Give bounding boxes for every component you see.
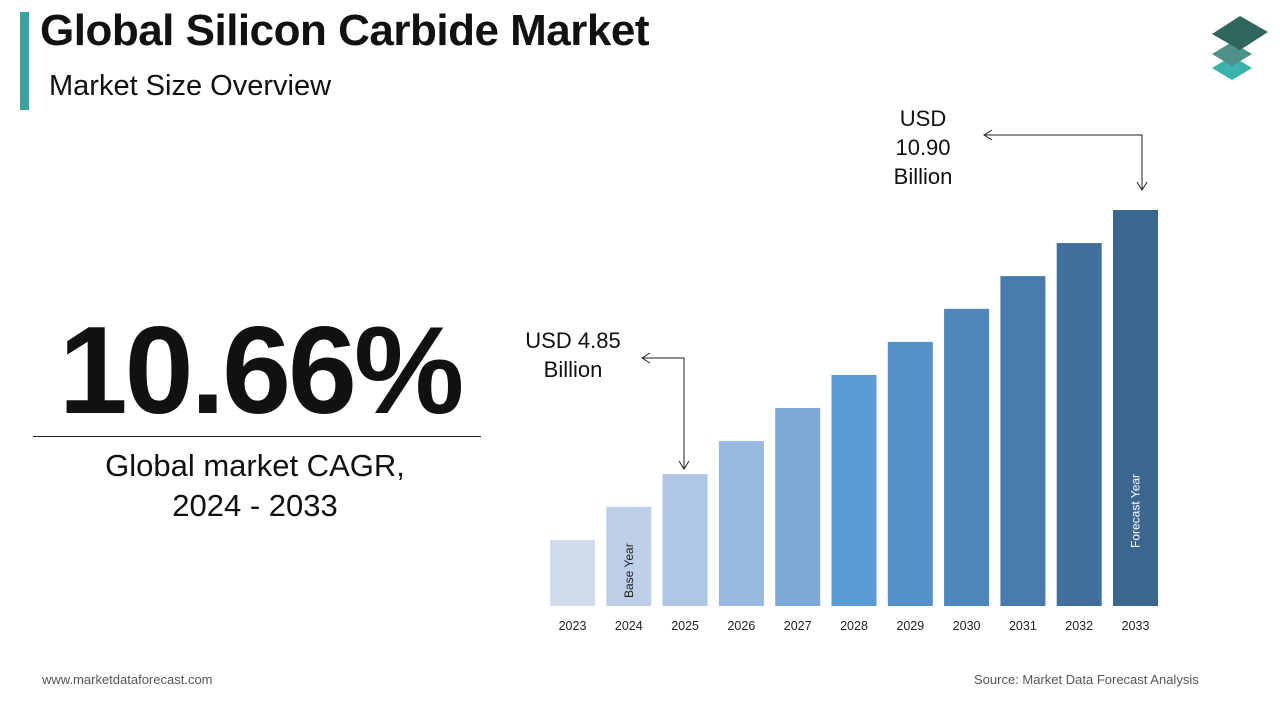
stacked-layers-icon (1212, 16, 1268, 80)
source-note: Source: Market Data Forecast Analysis (974, 672, 1199, 687)
cagr-label-line2: 2024 - 2033 (172, 488, 338, 523)
end-arrow-line (984, 134, 1143, 190)
cagr-value: 10.66% (58, 302, 465, 440)
x-tick-label-2033: 2033 (1122, 619, 1150, 633)
start-arrow-head-down (678, 460, 690, 470)
page-subtitle: Market Size Overview (49, 70, 332, 102)
x-tick-label-2032: 2032 (1065, 619, 1093, 633)
end-annotation-line1: USD (899, 106, 947, 131)
start-annotation-line1: USD 4.85 (525, 328, 621, 353)
divider (33, 436, 481, 437)
bar-2028 (831, 374, 877, 606)
page-title: Global Silicon Carbide Market (40, 6, 649, 55)
bar-2024 (606, 506, 652, 606)
start-annotation-line2: Billion (543, 357, 603, 382)
title-accent-bar (20, 12, 29, 110)
end-arrow-head-left (983, 129, 993, 141)
annotation-arrows (641, 129, 1148, 470)
bar-2031 (1000, 276, 1046, 606)
end-value-annotation: USD 10.90 Billion (873, 104, 973, 191)
website-link[interactable]: www.marketdataforecast.com (42, 672, 213, 687)
bar-2033 (1113, 210, 1158, 606)
bar-2029 (887, 341, 933, 606)
bar-2023 (550, 539, 595, 606)
cagr-label: Global market CAGR, 2024 - 2033 (30, 446, 480, 526)
x-tick-label-2028: 2028 (840, 619, 868, 633)
start-value-annotation: USD 4.85 Billion (513, 326, 633, 384)
bar-label-2033: Forecast Year (1129, 474, 1143, 548)
start-arrow-head-left (641, 352, 651, 364)
start-arrow-line (642, 357, 685, 469)
bar-2025 (662, 474, 708, 606)
end-annotation-line3: Billion (893, 164, 953, 189)
x-tick-label-2027: 2027 (784, 619, 812, 633)
end-arrow-head-down (1136, 181, 1148, 191)
bar-label-2024: Base Year (622, 543, 636, 598)
bar-2027 (775, 408, 821, 606)
end-annotation-line2: 10.90 (895, 135, 951, 160)
x-tick-label-2029: 2029 (896, 619, 924, 633)
cagr-label-line1: Global market CAGR, (105, 448, 405, 483)
x-tick-label-2026: 2026 (727, 619, 755, 633)
x-tick-label-2023: 2023 (559, 619, 587, 633)
x-tick-label-2031: 2031 (1009, 619, 1037, 633)
x-tick-label-2024: 2024 (615, 619, 643, 633)
bar-2032 (1056, 243, 1102, 606)
x-tick-label-2025: 2025 (671, 619, 699, 633)
bar-2026 (718, 441, 764, 606)
bar-2030 (944, 308, 990, 606)
x-tick-label-2030: 2030 (953, 619, 981, 633)
